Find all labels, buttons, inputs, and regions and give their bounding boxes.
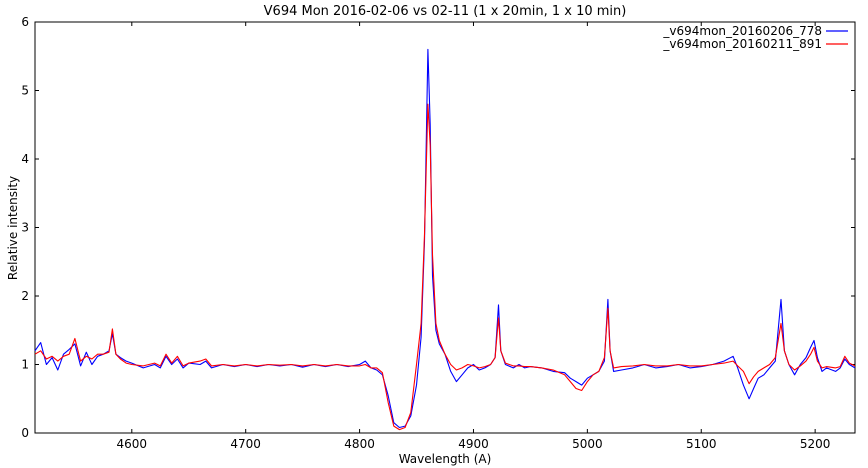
x-tick-label: 5200 [800, 437, 831, 451]
y-tick-label: 3 [21, 221, 29, 235]
y-tick-label: 5 [21, 84, 29, 98]
x-tick-label: 4900 [458, 437, 489, 451]
plot-frame [34, 21, 856, 434]
series-line-1 [34, 48, 856, 429]
x-tick-label: 4600 [117, 437, 148, 451]
y-tick-label: 0 [21, 426, 29, 440]
x-tick-label: 4800 [344, 437, 375, 451]
legend-label-2: _v694mon_20160211_891 [662, 37, 822, 51]
legend-label-1: _v694mon_20160206_778 [662, 24, 822, 38]
y-axis: 0 1 2 3 4 5 6 [21, 15, 855, 440]
plot-border [34, 21, 856, 434]
series-layer [34, 48, 856, 431]
series-line-2 [34, 103, 856, 431]
y-tick-label: 1 [21, 358, 29, 372]
chart-title: V694 Mon 2016-02-06 vs 02-11 (1 x 20min,… [264, 4, 627, 19]
y-tick-label: 6 [21, 15, 29, 29]
y-tick-label: 2 [21, 289, 29, 303]
y-tick-label: 4 [21, 152, 29, 166]
legend: _v694mon_20160206_778_v694mon_20160211_8… [662, 24, 848, 51]
x-tick-label: 5100 [686, 437, 717, 451]
x-tick-label: 5000 [572, 437, 603, 451]
x-axis: 4600 4700 4800 4900 5000 5100 5200 [117, 22, 831, 451]
x-tick-label: 4700 [230, 437, 261, 451]
y-axis-label: Relative intensity [6, 176, 20, 280]
x-axis-label: Wavelength (A) [399, 452, 492, 466]
